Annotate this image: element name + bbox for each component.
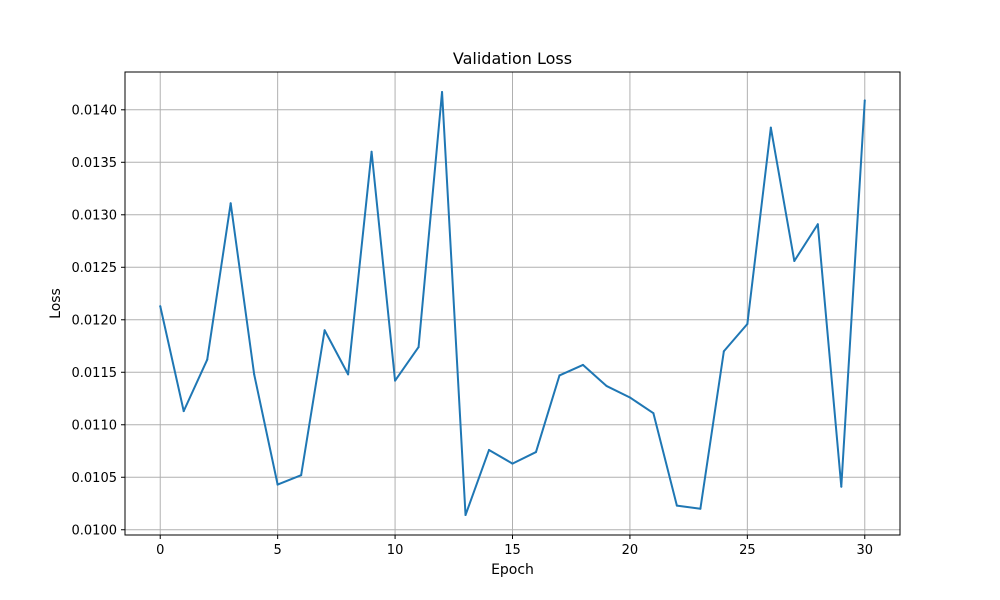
y-axis-ticks: 0.0100 0.0105 0.0110 0.0115 0.0120 0.0125 0.01… xyxy=(72,103,125,538)
data-point xyxy=(488,448,491,451)
data-point xyxy=(229,202,232,205)
x-tick-label: 15 xyxy=(504,543,521,558)
data-point xyxy=(370,150,373,153)
y-axis-label: Loss xyxy=(48,288,64,319)
x-tick-label: 30 xyxy=(856,543,873,558)
y-tick-label: 0.0140 xyxy=(72,103,118,118)
y-tick-label: 0.0105 xyxy=(72,471,118,486)
data-point xyxy=(581,363,584,366)
data-point xyxy=(347,373,350,376)
x-tick-label: 0 xyxy=(156,543,164,558)
data-point xyxy=(652,412,655,415)
data-point xyxy=(793,259,796,262)
data-point xyxy=(417,346,420,349)
data-point xyxy=(699,507,702,510)
y-tick-label: 0.0110 xyxy=(72,418,118,433)
data-point xyxy=(722,350,725,353)
data-point xyxy=(182,410,185,413)
y-tick-label: 0.0115 xyxy=(72,366,118,381)
data-point xyxy=(300,474,303,477)
data-point xyxy=(628,396,631,399)
data-point xyxy=(276,483,279,486)
data-point xyxy=(159,305,162,308)
data-point xyxy=(253,373,256,376)
data-point xyxy=(323,329,326,332)
data-point xyxy=(558,374,561,377)
data-point xyxy=(534,451,537,454)
data-point xyxy=(863,99,866,102)
data-point xyxy=(840,485,843,488)
x-tick-label: 5 xyxy=(274,543,282,558)
data-point xyxy=(605,384,608,387)
data-point xyxy=(511,462,514,465)
x-tick-label: 10 xyxy=(387,543,404,558)
data-point xyxy=(206,358,209,361)
x-axis-label: Epoch xyxy=(491,562,534,578)
y-tick-label: 0.0100 xyxy=(72,523,118,538)
y-tick-label: 0.0125 xyxy=(72,261,118,276)
x-tick-label: 20 xyxy=(622,543,639,558)
data-point xyxy=(464,514,467,517)
y-tick-label: 0.0135 xyxy=(72,156,118,171)
y-tick-label: 0.0130 xyxy=(72,208,118,223)
series-layer xyxy=(159,90,866,517)
y-tick-label: 0.0120 xyxy=(72,313,118,328)
data-point xyxy=(394,379,397,382)
x-axis-ticks: 0 5 10 15 20 25 30 xyxy=(156,535,873,558)
data-point xyxy=(675,504,678,507)
chart-title: Validation Loss xyxy=(453,49,572,68)
data-point xyxy=(746,322,749,325)
x-tick-label: 25 xyxy=(739,543,756,558)
data-point xyxy=(816,223,819,226)
data-point xyxy=(441,90,444,93)
data-point xyxy=(769,126,772,129)
